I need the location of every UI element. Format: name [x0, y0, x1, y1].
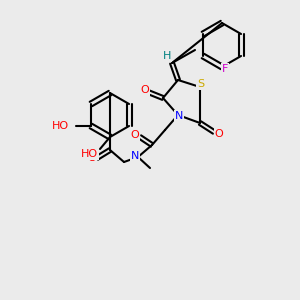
Text: H: H	[163, 51, 171, 61]
Text: F: F	[222, 64, 228, 74]
Text: O: O	[141, 85, 149, 95]
Text: O: O	[214, 129, 224, 139]
Text: HO: HO	[52, 121, 69, 131]
Text: O: O	[88, 153, 96, 163]
Text: O: O	[130, 130, 140, 140]
Text: S: S	[197, 79, 205, 89]
Text: N: N	[175, 111, 183, 121]
Text: HO: HO	[81, 149, 98, 159]
Text: N: N	[131, 151, 139, 161]
